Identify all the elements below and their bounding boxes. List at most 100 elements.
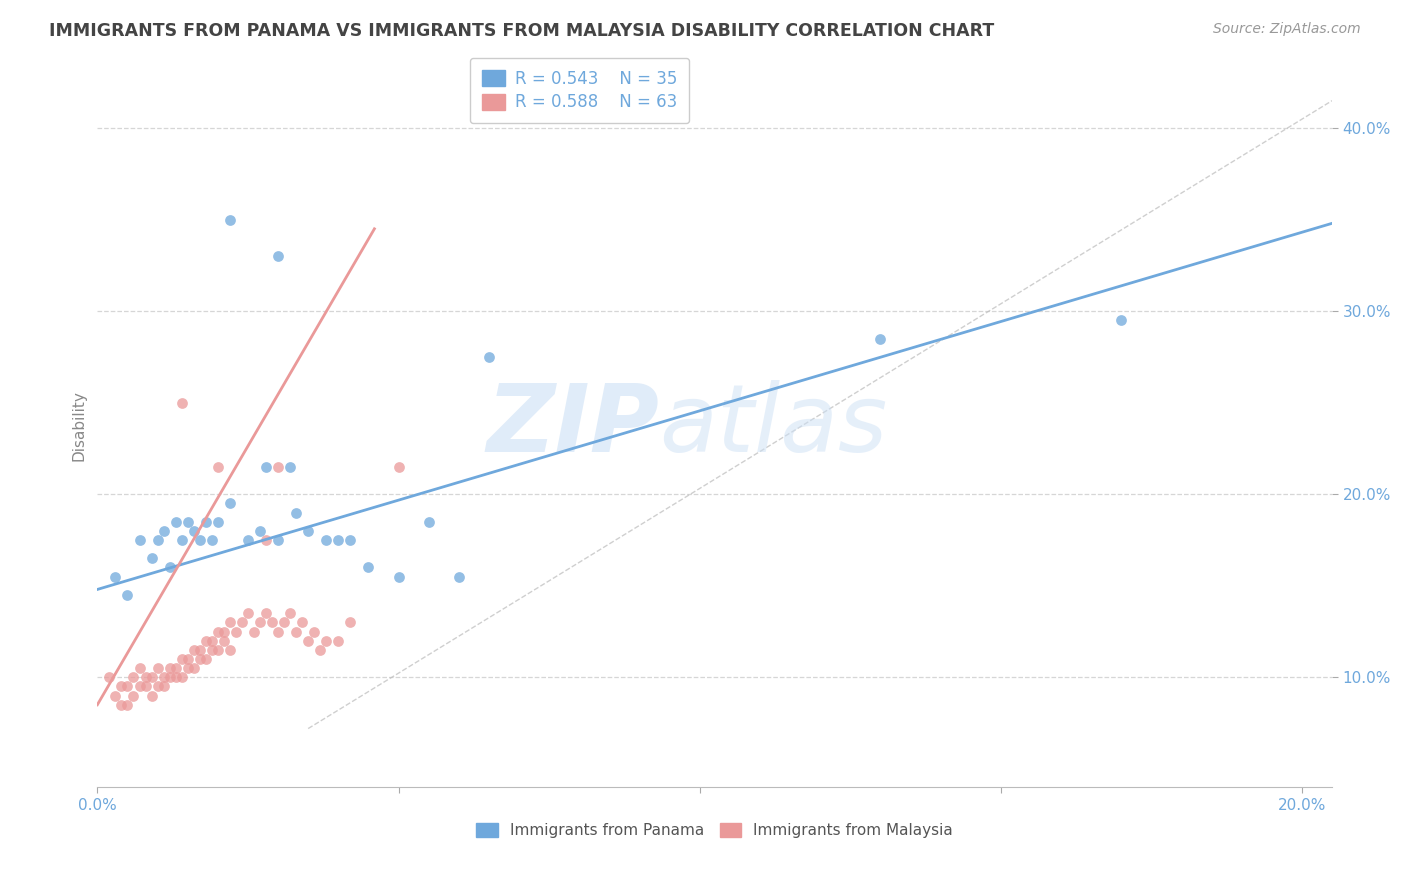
Point (117, 680, 139, 694)
Point (297, 633, 319, 648)
Point (231, 615, 253, 630)
Point (104, 569, 127, 583)
Point (207, 643, 229, 657)
Point (159, 560, 181, 574)
Point (1109, 313, 1132, 327)
Legend: Immigrants from Panama, Immigrants from Malaysia: Immigrants from Panama, Immigrants from … (471, 817, 959, 845)
Point (254, 459, 277, 474)
Point (194, 633, 217, 648)
Point (146, 661, 169, 675)
Point (170, 395, 193, 409)
Point (869, 332, 891, 346)
Point (267, 249, 290, 263)
Point (110, 680, 132, 694)
Point (249, 615, 271, 630)
Point (387, 459, 409, 474)
Point (110, 698, 132, 712)
Point (183, 643, 205, 657)
Point (225, 624, 247, 639)
Point (201, 633, 224, 648)
Point (194, 515, 217, 529)
Point (183, 661, 205, 675)
Text: atlas: atlas (659, 380, 887, 471)
Point (201, 643, 224, 657)
Point (254, 606, 277, 620)
Point (207, 459, 229, 474)
Point (315, 633, 337, 648)
Point (260, 615, 283, 630)
Point (152, 670, 174, 684)
Point (141, 551, 163, 566)
Point (165, 661, 187, 675)
Point (104, 689, 127, 703)
Point (141, 689, 163, 703)
Point (135, 670, 157, 684)
Point (122, 689, 145, 703)
Point (285, 624, 308, 639)
Point (243, 624, 266, 639)
Point (98, 670, 121, 684)
Point (328, 533, 350, 547)
Point (291, 615, 314, 630)
Text: ZIP: ZIP (486, 380, 659, 472)
Point (176, 652, 198, 666)
Text: Source: ZipAtlas.com: Source: ZipAtlas.com (1213, 22, 1361, 37)
Point (117, 588, 139, 602)
Point (267, 624, 290, 639)
Point (159, 661, 181, 675)
Point (212, 633, 235, 648)
Point (478, 350, 501, 364)
Point (128, 680, 150, 694)
Point (165, 670, 187, 684)
Point (165, 515, 187, 529)
Point (170, 533, 193, 547)
Point (152, 680, 174, 694)
Point (387, 569, 409, 583)
Point (218, 212, 240, 227)
Point (141, 670, 163, 684)
Point (285, 506, 308, 520)
Point (135, 680, 157, 694)
Point (201, 533, 224, 547)
Point (278, 606, 301, 620)
Point (159, 670, 181, 684)
Point (254, 533, 277, 547)
Point (328, 633, 350, 648)
Point (273, 615, 295, 630)
Point (128, 661, 150, 675)
Point (418, 515, 440, 529)
Point (249, 524, 271, 538)
Y-axis label: Disability: Disability (72, 390, 86, 461)
Point (146, 533, 169, 547)
Point (176, 515, 198, 529)
Point (267, 459, 290, 474)
Point (194, 652, 217, 666)
Point (146, 680, 169, 694)
Point (207, 515, 229, 529)
Point (236, 606, 259, 620)
Point (122, 670, 145, 684)
Point (170, 670, 193, 684)
Point (357, 560, 380, 574)
Point (117, 698, 139, 712)
Point (188, 533, 211, 547)
Point (176, 661, 198, 675)
Point (302, 624, 325, 639)
Point (447, 569, 470, 583)
Point (188, 643, 211, 657)
Point (152, 524, 174, 538)
Point (315, 533, 337, 547)
Point (207, 624, 229, 639)
Point (236, 533, 259, 547)
Point (278, 459, 301, 474)
Point (297, 524, 319, 538)
Point (218, 496, 240, 510)
Point (339, 615, 361, 630)
Point (218, 615, 240, 630)
Point (128, 533, 150, 547)
Point (218, 643, 240, 657)
Point (267, 533, 290, 547)
Point (183, 524, 205, 538)
Point (188, 652, 211, 666)
Point (170, 652, 193, 666)
